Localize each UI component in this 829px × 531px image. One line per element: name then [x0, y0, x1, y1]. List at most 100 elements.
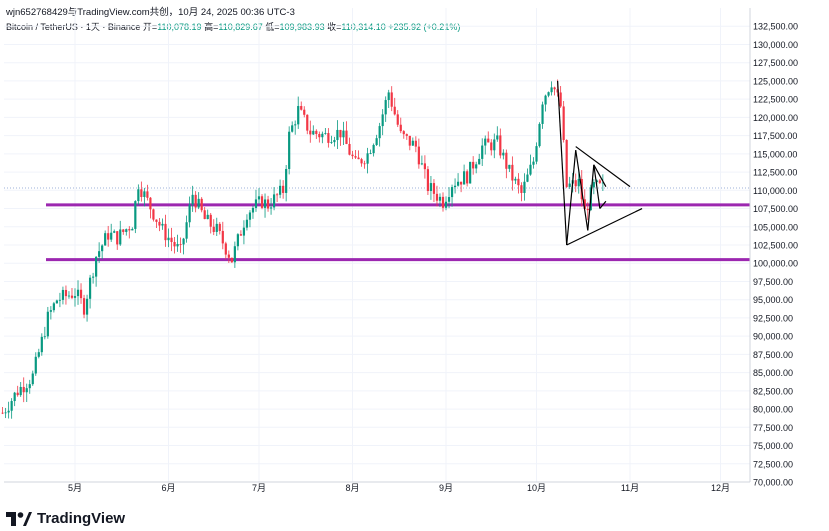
pattern-line	[593, 164, 601, 209]
candle-body	[514, 178, 517, 181]
candle-body	[239, 234, 243, 236]
candle-body	[294, 124, 297, 126]
candle-body	[188, 204, 191, 223]
y-tick-label: 80,000.00	[753, 405, 793, 415]
candle-body	[538, 123, 541, 147]
candle-body	[438, 196, 442, 201]
candle-body	[46, 311, 49, 337]
candle-body	[447, 197, 451, 202]
candle-body	[490, 142, 493, 151]
candle-body	[16, 392, 19, 396]
candle-body	[266, 199, 270, 209]
candle-body	[291, 125, 294, 132]
candle-body	[378, 126, 381, 139]
candle-body	[372, 144, 375, 154]
candle-body	[128, 229, 131, 231]
candle-body	[535, 146, 538, 162]
candle-body	[544, 95, 547, 105]
candle-body	[384, 100, 387, 115]
candle-body	[345, 130, 348, 144]
pattern-line	[566, 207, 643, 246]
candle-body	[553, 87, 556, 90]
candle-body	[312, 130, 315, 135]
candle-body	[209, 214, 212, 227]
low-label: 低=	[265, 22, 280, 32]
candle-body	[49, 310, 52, 312]
candle-body	[191, 194, 194, 205]
candle-body	[113, 231, 116, 233]
candle-body	[426, 169, 430, 192]
y-tick-label: 70,000.00	[753, 478, 793, 488]
pattern-line	[575, 150, 589, 231]
candle-body	[472, 161, 475, 169]
candle-body	[116, 231, 119, 245]
pattern-line	[575, 146, 631, 188]
candle-body	[200, 198, 203, 211]
candle-body	[336, 129, 339, 141]
candle-body	[248, 212, 252, 220]
x-tick-label: 7月	[252, 483, 266, 493]
candle-body	[170, 237, 173, 243]
candle-body	[167, 237, 170, 241]
candle-body	[197, 198, 200, 208]
candle-body	[4, 412, 7, 414]
candle-body	[363, 163, 366, 165]
y-tick-label: 97,500.00	[753, 277, 793, 287]
y-tick-label: 72,500.00	[753, 459, 793, 469]
candle-body	[505, 152, 508, 169]
header-credit: wjn652768429与TradingView.com共创，10月 24, 2…	[6, 7, 295, 18]
candle-body	[52, 303, 55, 311]
candle-body	[155, 219, 158, 222]
candle-body	[58, 299, 62, 301]
candle-body	[22, 386, 25, 393]
candle-body	[224, 243, 227, 255]
y-tick-label: 100,000.00	[753, 259, 798, 269]
candle-body	[152, 209, 155, 220]
candle-body	[104, 233, 107, 246]
y-tick-label: 107,500.00	[753, 204, 798, 214]
y-tick-label: 92,500.00	[753, 313, 793, 323]
candle-body	[73, 296, 77, 298]
x-tick-label: 12月	[711, 483, 730, 493]
low-value: 109,983.93	[279, 22, 325, 32]
candle-body	[532, 161, 535, 165]
candle-body	[321, 133, 324, 138]
candle-body	[435, 193, 439, 201]
candle-body	[185, 222, 188, 239]
y-tick-label: 77,500.00	[753, 423, 793, 433]
candle-body	[469, 161, 472, 184]
pattern-line	[593, 164, 607, 187]
candle-body	[508, 164, 511, 169]
candle-body	[393, 106, 396, 115]
candle-body	[526, 174, 529, 182]
y-tick-label: 85,000.00	[753, 368, 793, 378]
candle-body	[595, 180, 598, 183]
y-tick-label: 115,000.00	[753, 149, 797, 159]
candle-body	[212, 226, 215, 232]
tradingview-wordmark: TradingView	[37, 510, 126, 527]
candle-body	[484, 138, 487, 146]
candle-body	[601, 182, 604, 184]
y-tick-label: 122,500.00	[753, 95, 798, 105]
symbol-label: Bitcoin / TetherUS · 1天 · Binance	[6, 22, 141, 32]
candle-body	[31, 373, 34, 385]
candle-body	[423, 163, 427, 170]
candle-body	[34, 356, 37, 374]
candle-body	[140, 189, 143, 197]
candle-body	[339, 129, 342, 138]
candle-body	[459, 181, 463, 185]
candle-body	[399, 124, 402, 132]
candle-body	[233, 246, 236, 263]
open-value: 110,078.19	[157, 22, 202, 32]
x-tick-label: 9月	[439, 483, 453, 493]
pattern-line	[599, 200, 607, 209]
candle-body	[88, 277, 92, 299]
tradingview-logo-icon	[6, 511, 32, 526]
y-tick-label: 110,000.00	[753, 186, 797, 196]
candle-body	[173, 242, 176, 247]
candle-body	[125, 229, 128, 232]
candle-body	[282, 185, 285, 193]
candle-body	[330, 142, 333, 143]
candle-body	[158, 221, 161, 226]
